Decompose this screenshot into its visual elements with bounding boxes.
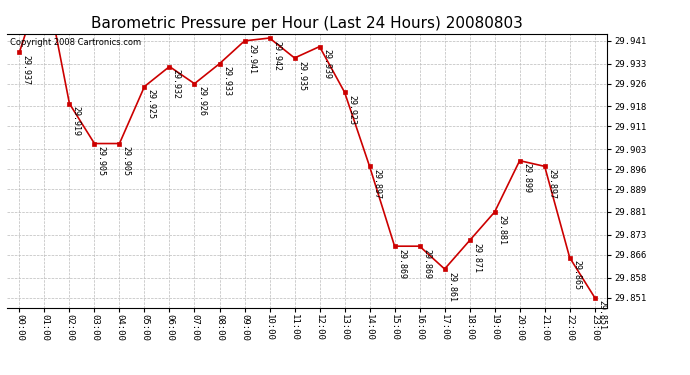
Text: 29.935: 29.935 <box>297 61 306 91</box>
Text: 29.881: 29.881 <box>497 215 506 245</box>
Text: 29.942: 29.942 <box>272 41 281 71</box>
Text: 29.932: 29.932 <box>172 69 181 99</box>
Text: 29.871: 29.871 <box>472 243 481 273</box>
Text: 29.905: 29.905 <box>122 146 131 176</box>
Text: 29.899: 29.899 <box>522 164 531 194</box>
Text: 29.964: 29.964 <box>0 374 1 375</box>
Title: Barometric Pressure per Hour (Last 24 Hours) 20080803: Barometric Pressure per Hour (Last 24 Ho… <box>91 16 523 31</box>
Text: 29.923: 29.923 <box>347 95 356 125</box>
Text: 29.937: 29.937 <box>22 55 31 85</box>
Text: 29.851: 29.851 <box>597 300 606 330</box>
Text: 29.905: 29.905 <box>97 146 106 176</box>
Text: 29.865: 29.865 <box>572 260 581 290</box>
Text: 29.869: 29.869 <box>422 249 431 279</box>
Text: 29.897: 29.897 <box>547 169 556 199</box>
Text: 29.897: 29.897 <box>372 169 381 199</box>
Text: 29.941: 29.941 <box>247 44 256 74</box>
Text: 29.861: 29.861 <box>447 272 456 302</box>
Text: 29.869: 29.869 <box>397 249 406 279</box>
Text: 29.925: 29.925 <box>147 89 156 119</box>
Text: 29.939: 29.939 <box>322 50 331 80</box>
Text: 29.933: 29.933 <box>222 66 231 96</box>
Text: 29.926: 29.926 <box>197 86 206 116</box>
Text: 29.919: 29.919 <box>72 106 81 136</box>
Text: Copyright 2008 Cartronics.com: Copyright 2008 Cartronics.com <box>10 38 141 47</box>
